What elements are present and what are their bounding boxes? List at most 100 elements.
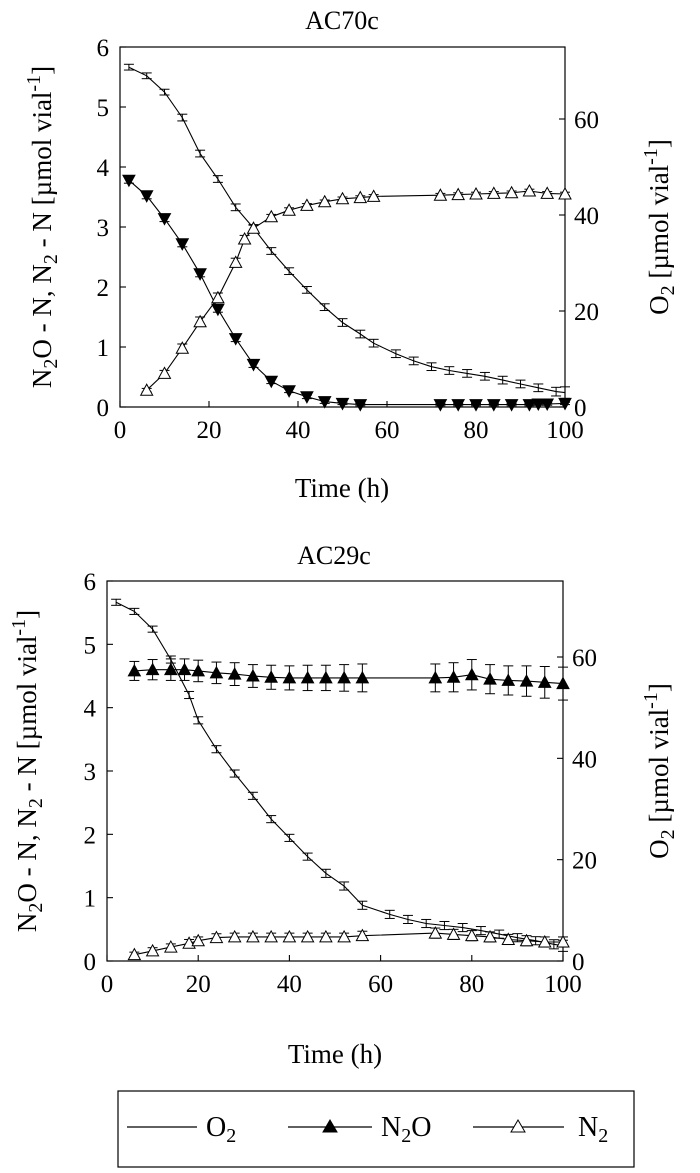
data-point-n2o bbox=[469, 399, 483, 412]
error-bar-o2 bbox=[184, 690, 195, 700]
y-tick-label: 4 bbox=[84, 696, 97, 723]
x-tick-label: 20 bbox=[186, 971, 211, 998]
error-bar-o2 bbox=[266, 815, 277, 824]
y-tick-label: 0 bbox=[97, 395, 110, 422]
svg-text:N2: N2 bbox=[578, 1112, 608, 1147]
y-axis-label-right: O2 [µmol vial-1] bbox=[640, 683, 679, 859]
data-point-n2o bbox=[300, 670, 315, 684]
error-bar-o2 bbox=[337, 318, 348, 327]
error-bar-o2 bbox=[111, 598, 122, 606]
data-point-n2 bbox=[145, 943, 160, 957]
series-line-o2 bbox=[115, 601, 564, 947]
x-axis-label: Time (h) bbox=[288, 1039, 382, 1069]
data-point-n2 bbox=[127, 947, 142, 961]
error-bar-o2 bbox=[355, 329, 366, 339]
y-right-tick-label: 60 bbox=[572, 645, 597, 672]
y-tick-label: 2 bbox=[97, 275, 110, 302]
error-bar-o2 bbox=[211, 745, 222, 754]
data-point-n2o bbox=[177, 662, 192, 676]
data-point-n2 bbox=[163, 940, 178, 953]
y-tick-label: 6 bbox=[84, 569, 97, 596]
data-point-n2 bbox=[366, 189, 381, 202]
data-point-n2o bbox=[122, 174, 136, 188]
error-bar-o2 bbox=[357, 900, 368, 910]
x-tick-label: 40 bbox=[277, 971, 302, 998]
legend-label-n2o-b: O bbox=[411, 1112, 431, 1143]
data-point-n2 bbox=[353, 190, 368, 204]
error-bar-o2 bbox=[147, 625, 158, 633]
error-bar-o2 bbox=[284, 267, 295, 276]
x-tick-label: 100 bbox=[544, 971, 582, 998]
legend-item-n2o: N2O bbox=[288, 1112, 431, 1147]
legend-marker-n2o bbox=[322, 1119, 338, 1133]
data-point-n2 bbox=[264, 209, 279, 223]
error-bar-o2 bbox=[421, 918, 432, 929]
y-right-tick-label: 60 bbox=[574, 107, 599, 134]
error-bar-o2 bbox=[494, 929, 505, 939]
data-point-n2 bbox=[211, 290, 225, 304]
y-axis-label-left: N2O - N, N2 - N [µmol vial-1] bbox=[8, 610, 47, 932]
data-point-n2o bbox=[157, 213, 172, 226]
y-tick-label: 1 bbox=[97, 335, 110, 362]
data-point-n2o bbox=[353, 399, 368, 412]
data-point-n2 bbox=[504, 185, 519, 199]
data-point-n2o bbox=[522, 399, 537, 412]
data-point-n2 bbox=[451, 187, 466, 201]
error-bar-o2 bbox=[177, 113, 188, 122]
data-point-n2o bbox=[433, 399, 448, 412]
y-tick-label: 2 bbox=[84, 822, 97, 849]
data-point-n2o bbox=[483, 672, 497, 685]
y-right-tick-label: 40 bbox=[572, 746, 597, 773]
x-tick-label: 40 bbox=[286, 417, 311, 444]
data-point-n2 bbox=[300, 929, 315, 943]
x-tick-label: 80 bbox=[459, 971, 484, 998]
legend-label-n2: N bbox=[578, 1112, 598, 1143]
x-tick-label: 100 bbox=[546, 417, 584, 444]
chart-title: AC70c bbox=[305, 6, 379, 35]
data-point-n2 bbox=[300, 198, 314, 211]
data-point-n2o bbox=[428, 670, 443, 684]
error-bar-o2 bbox=[159, 88, 170, 96]
data-point-n2 bbox=[483, 929, 497, 943]
data-point-n2o bbox=[537, 675, 552, 688]
data-point-n2o bbox=[246, 358, 261, 372]
data-point-n2o bbox=[531, 398, 546, 412]
error-bar-o2 bbox=[384, 909, 395, 919]
error-bar-o2 bbox=[247, 791, 258, 800]
legend-sub-n2o: 2 bbox=[401, 1125, 411, 1147]
legend: O2 N2O N2 bbox=[117, 1090, 635, 1168]
y-tick-label: 3 bbox=[97, 215, 110, 242]
legend-item-n2: N2 bbox=[473, 1112, 608, 1147]
error-bar-o2 bbox=[129, 607, 140, 615]
error-bar-o2 bbox=[402, 914, 413, 925]
y-tick-label: 6 bbox=[97, 35, 110, 62]
data-series bbox=[122, 63, 572, 412]
legend-box bbox=[117, 1090, 635, 1168]
data-point-n2 bbox=[139, 383, 154, 396]
error-bar-o2 bbox=[479, 371, 490, 381]
y-right-tick-label: 20 bbox=[572, 848, 597, 875]
error-bar-o2 bbox=[266, 247, 277, 255]
error-bar-o2 bbox=[141, 72, 152, 80]
data-point-n2 bbox=[227, 929, 242, 943]
error-bar-o2 bbox=[408, 356, 419, 366]
series-line-n2o bbox=[134, 669, 564, 685]
error-bar-o2 bbox=[551, 386, 562, 397]
y-tick-label: 0 bbox=[84, 949, 97, 976]
data-point-n2 bbox=[228, 255, 243, 268]
data-point-n2 bbox=[486, 186, 501, 199]
data-point-n2 bbox=[556, 934, 570, 948]
data-point-n2o bbox=[335, 397, 350, 411]
legend-label-o2: O bbox=[206, 1112, 226, 1143]
data-point-n2 bbox=[522, 183, 537, 197]
data-point-n2 bbox=[319, 929, 333, 943]
data-point-n2o bbox=[337, 670, 351, 684]
x-tick-label: 60 bbox=[375, 417, 400, 444]
series-line-n2 bbox=[134, 932, 563, 956]
data-point-n2o bbox=[127, 663, 142, 677]
y-right-tick-label: 0 bbox=[572, 949, 585, 976]
data-point-n2 bbox=[519, 933, 534, 947]
data-point-n2 bbox=[157, 366, 172, 379]
